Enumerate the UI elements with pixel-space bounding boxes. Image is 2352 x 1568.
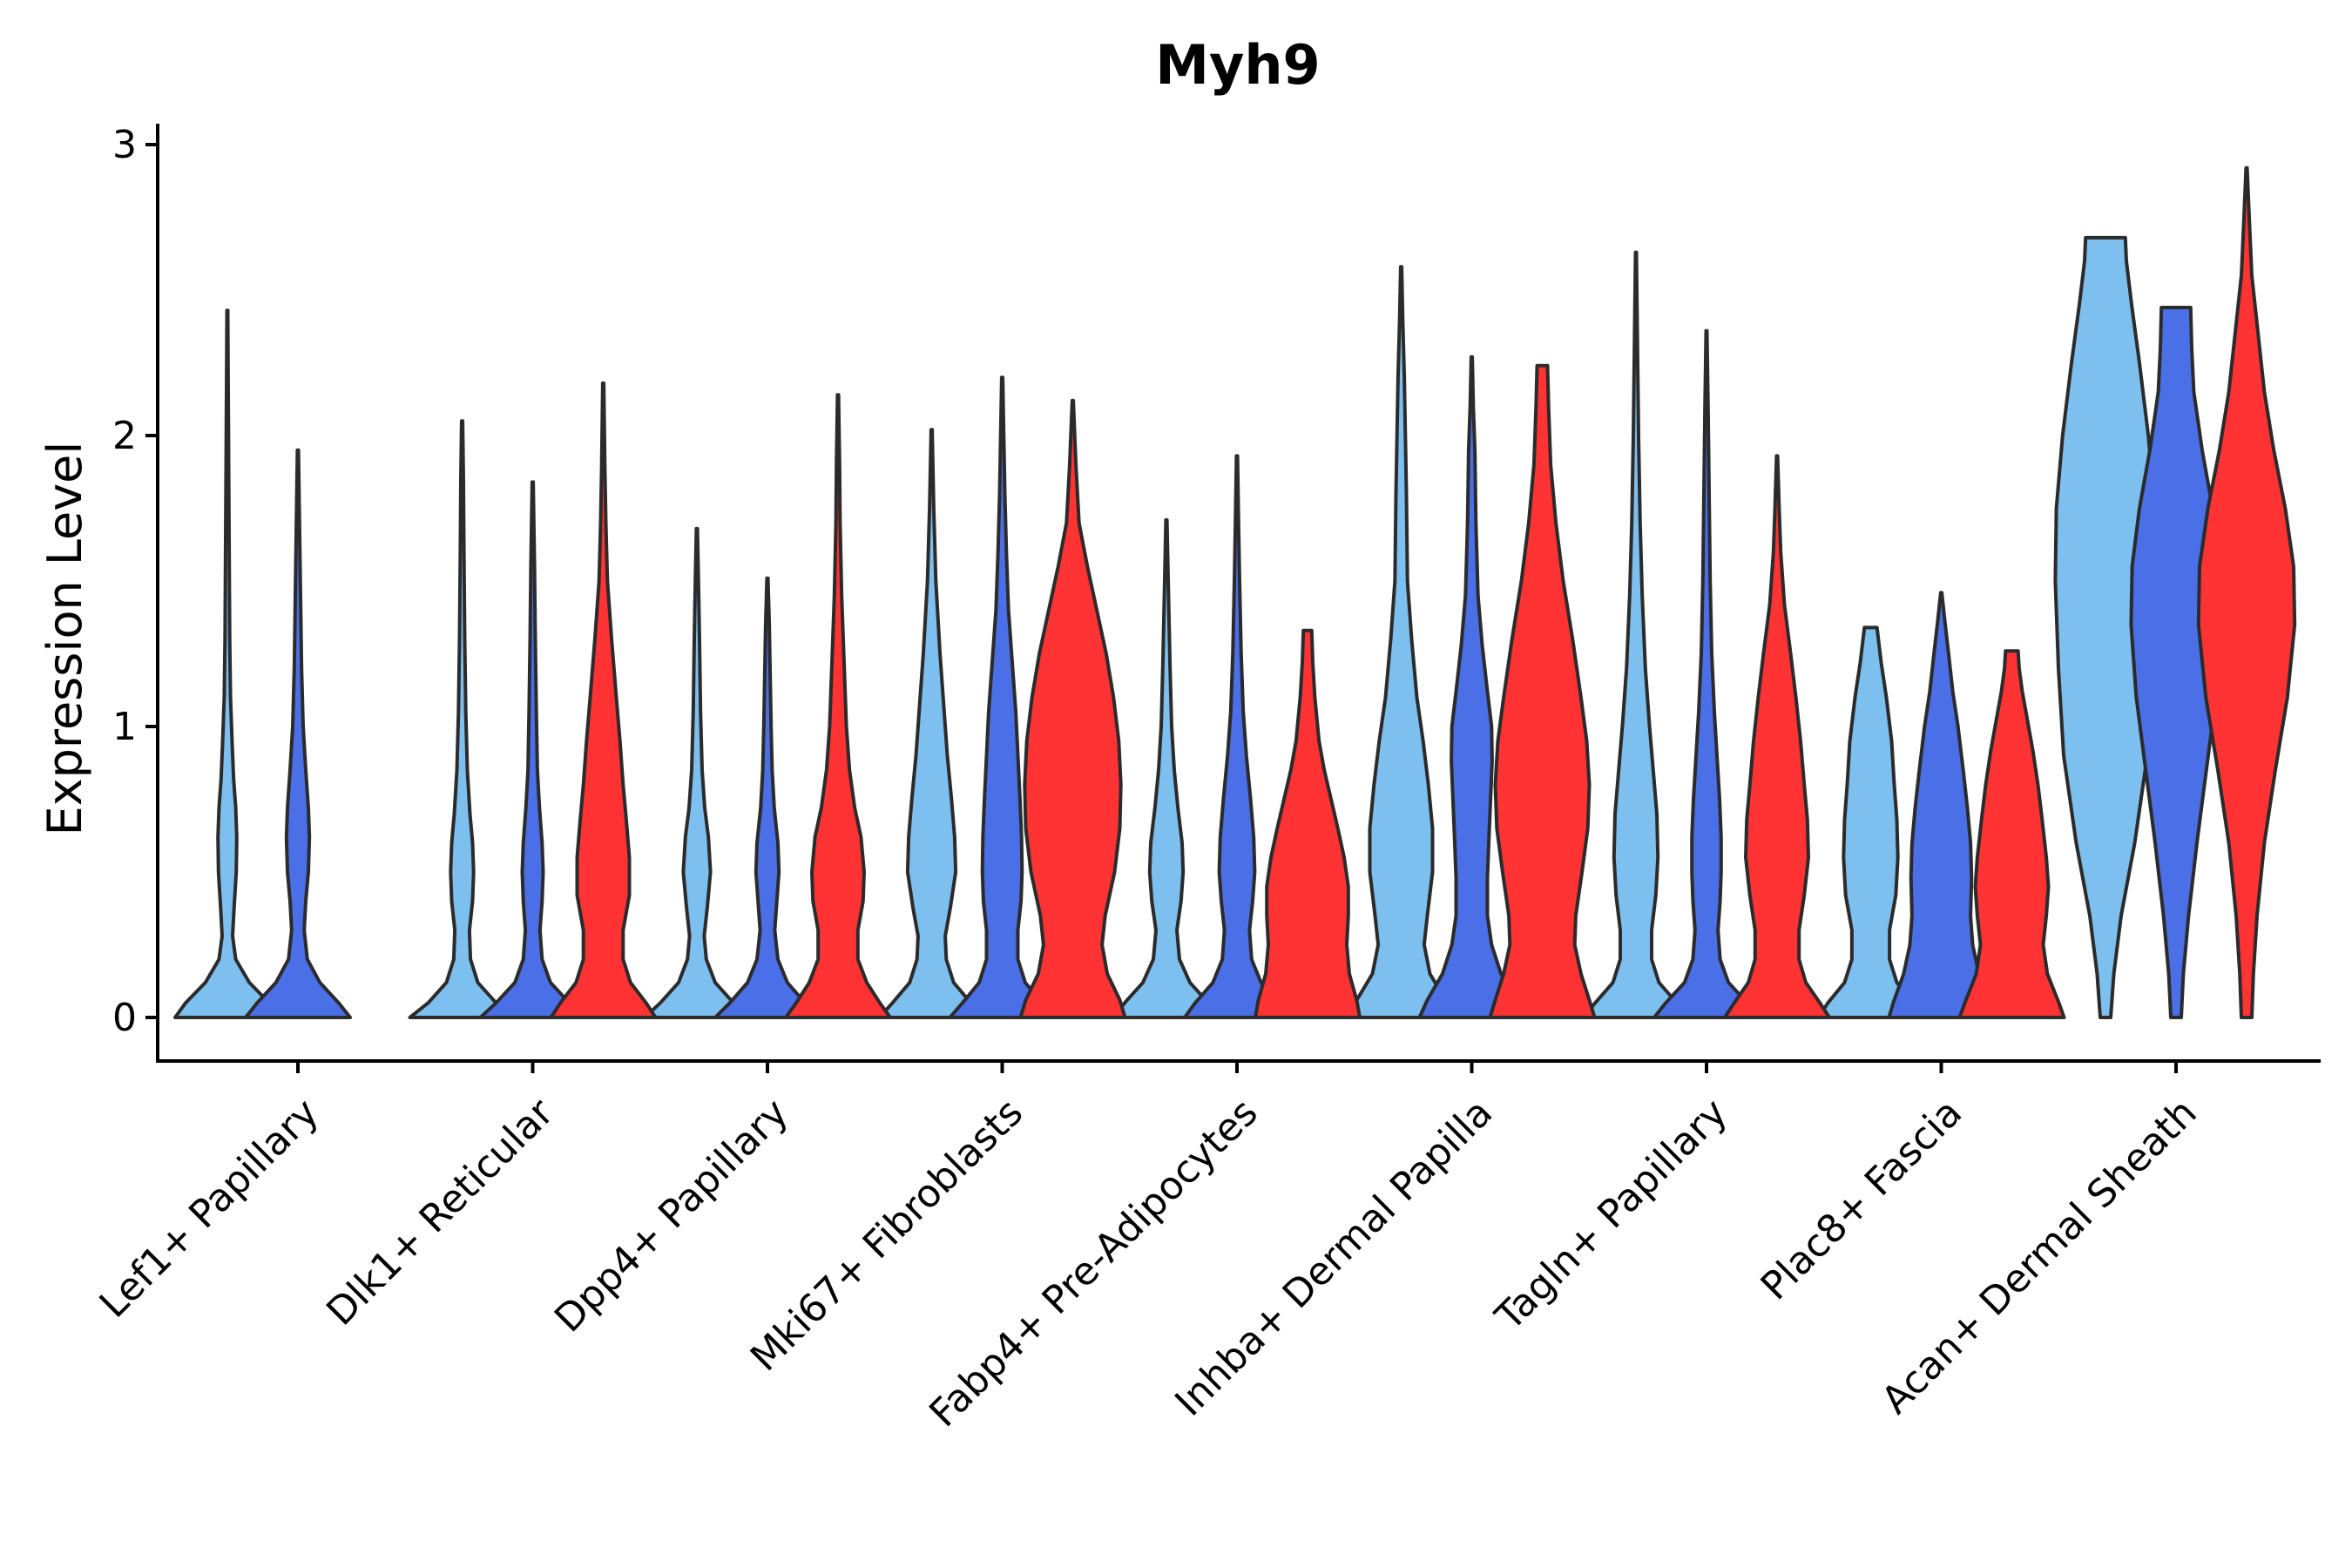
- violin-fabp4-pre-adipocytes-group-2: [1183, 454, 1291, 1019]
- violin-fabp4-pre-adipocytes-group-3: [1254, 628, 1362, 1019]
- violin-mki67-fibroblasts-group-2: [948, 375, 1057, 1019]
- violins: [173, 166, 2297, 1019]
- violin-mki67-fibroblasts-group-3: [1018, 398, 1127, 1019]
- violin-dpp4-papillary-group-1: [643, 526, 751, 1019]
- violin-tagln-papillary-group-1: [1582, 250, 1690, 1019]
- violin-dpp4-papillary-group-2: [713, 576, 821, 1019]
- violin-tagln-papillary-group-2: [1652, 328, 1761, 1019]
- violin-lef1-papillary-group-2: [244, 448, 352, 1019]
- y-tick-label: 3: [112, 123, 137, 167]
- violin-plac8-fascia-group-1: [1816, 625, 1925, 1019]
- y-tick-label: 1: [112, 705, 137, 749]
- violin-plac8-fascia-group-2: [1887, 591, 1996, 1019]
- y-tick-label: 2: [112, 414, 137, 458]
- violin-plac8-fascia-group-3: [1957, 649, 2066, 1019]
- chart-title: Myh9: [1155, 33, 1320, 97]
- violin-inhba-dermal-papilla-group-3: [1488, 363, 1597, 1019]
- violin-acan-dermal-sheath-group-2: [2129, 306, 2223, 1019]
- violin-lef1-papillary-group-1: [173, 308, 281, 1019]
- violin-dlk1-reticular-group-3: [549, 381, 658, 1019]
- violin-acan-dermal-sheath-group-3: [2196, 166, 2297, 1019]
- violin-dpp4-papillary-group-3: [784, 393, 892, 1019]
- violin-fabp4-pre-adipocytes-group-1: [1112, 517, 1220, 1019]
- violin-dlk1-reticular-group-2: [478, 480, 587, 1019]
- violin-inhba-dermal-papilla-group-1: [1347, 265, 1456, 1019]
- violin-inhba-dermal-papilla-group-2: [1417, 355, 1526, 1019]
- y-axis-title: Expression Level: [37, 442, 92, 836]
- violin-mki67-fibroblasts-group-1: [877, 428, 986, 1019]
- y-tick-label: 0: [112, 996, 137, 1040]
- violin-tagln-papillary-group-3: [1723, 454, 1831, 1019]
- y-ticks: 0 1 2 3: [112, 123, 158, 1040]
- violin-dlk1-reticular-group-1: [408, 419, 517, 1019]
